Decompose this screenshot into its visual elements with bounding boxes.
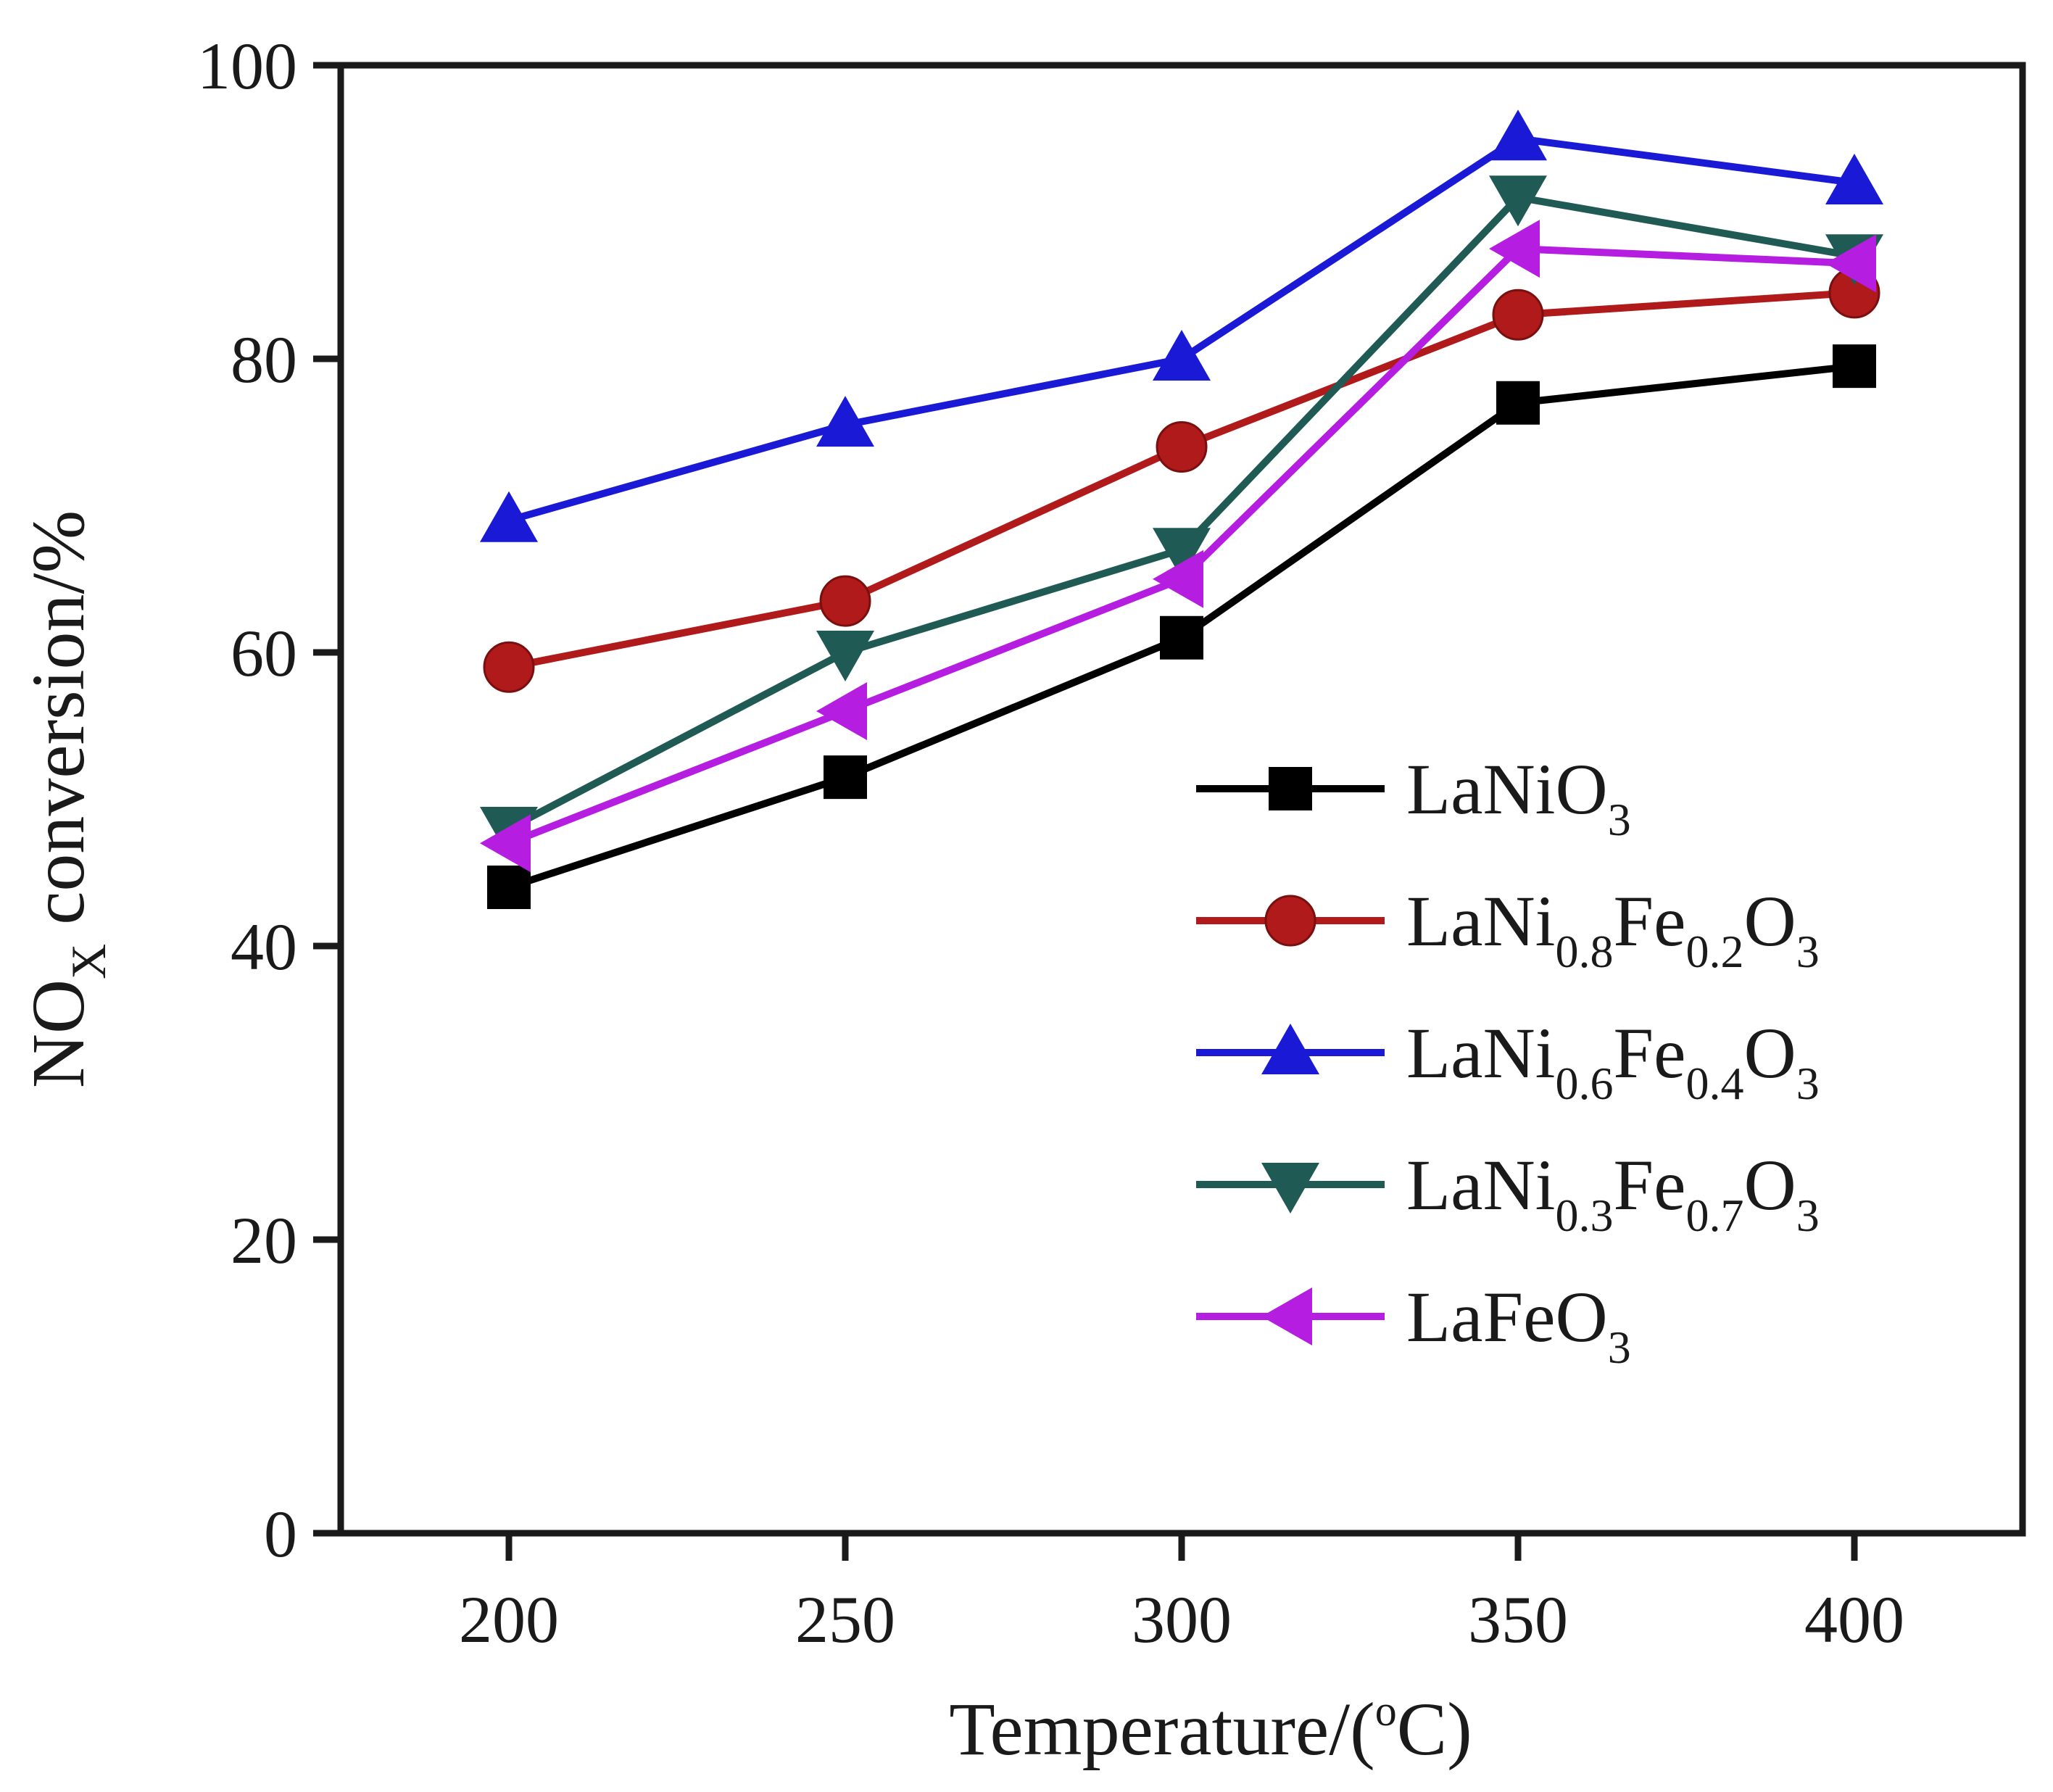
- data-point: [1153, 330, 1211, 381]
- legend-entry: LaNiO3: [1196, 749, 1631, 845]
- data-point: [1153, 549, 1203, 608]
- x-tick-label: 350: [1468, 1582, 1568, 1656]
- y-tick-label: 80: [231, 323, 297, 397]
- legend-marker: [1261, 1024, 1319, 1074]
- x-axis-title: Temperature/(oC): [949, 1687, 1472, 1771]
- data-point: [1160, 615, 1203, 660]
- data-point: [483, 641, 535, 693]
- legend-label: LaNi0.8Fe0.2O3: [1406, 881, 1820, 977]
- series-5: [480, 220, 1876, 873]
- x-tick-label: 400: [1804, 1582, 1904, 1656]
- data-point: [1489, 175, 1547, 227]
- plot-frame: [337, 62, 2026, 1537]
- series-1: [487, 344, 1876, 909]
- legend-entry: LaNi0.6Fe0.4O3: [1196, 1013, 1820, 1109]
- legend-entry: LaFeO3: [1196, 1277, 1631, 1373]
- data-point: [1492, 289, 1544, 341]
- legend-label: LaNi0.6Fe0.4O3: [1406, 1013, 1820, 1109]
- data-point: [1153, 528, 1211, 579]
- series-line: [507, 194, 1855, 832]
- legend: LaNiO3 LaNi0.8Fe0.2O3 LaNi0.6Fe0.4O3 LaNi0.…: [1196, 749, 1820, 1373]
- data-point: [487, 866, 531, 909]
- legend-marker: [1261, 1287, 1312, 1345]
- y-axis-title: NOX conversion/%: [17, 510, 116, 1088]
- data-point: [1496, 381, 1540, 425]
- legend-marker: [1261, 1163, 1319, 1214]
- data-point: [1833, 344, 1876, 389]
- data-point: [816, 396, 874, 447]
- x-tick-label: 300: [1132, 1582, 1232, 1656]
- y-tick-label: 100: [197, 29, 297, 103]
- data-point: [819, 575, 871, 627]
- data-point: [480, 491, 538, 542]
- series-3: [480, 109, 1883, 542]
- y-tick-label: 60: [231, 616, 297, 690]
- data-point: [1825, 234, 1876, 293]
- data-point: [816, 631, 874, 681]
- data-point: [1825, 154, 1883, 204]
- data-point: [1489, 109, 1547, 161]
- x-tick-label: 250: [795, 1582, 895, 1656]
- legend-entry: LaNi0.8Fe0.2O3: [1196, 881, 1820, 977]
- legend-marker: [1264, 895, 1316, 947]
- legend-label: LaNiO3: [1406, 749, 1631, 845]
- y-tick-label: 40: [231, 910, 297, 984]
- data-point: [480, 814, 531, 873]
- x-tick-label: 200: [459, 1582, 559, 1656]
- data-point: [824, 755, 867, 800]
- series-layer: [480, 109, 1883, 909]
- legend-entry: LaNi0.3Fe0.7O3: [1196, 1145, 1820, 1241]
- data-point: [1489, 220, 1540, 278]
- legend-marker: [1269, 767, 1312, 810]
- series-4: [480, 175, 1883, 858]
- legend-label: LaNi0.3Fe0.7O3: [1406, 1145, 1820, 1241]
- y-tick-label: 20: [231, 1203, 297, 1277]
- legend-label: LaFeO3: [1406, 1277, 1631, 1373]
- axes: 0 20 40 60 80 100 200 250 300 350 400 Temperature/(…: [17, 29, 2026, 1771]
- y-tick-label: 0: [264, 1497, 297, 1571]
- data-point: [1156, 421, 1208, 473]
- data-point: [816, 682, 867, 740]
